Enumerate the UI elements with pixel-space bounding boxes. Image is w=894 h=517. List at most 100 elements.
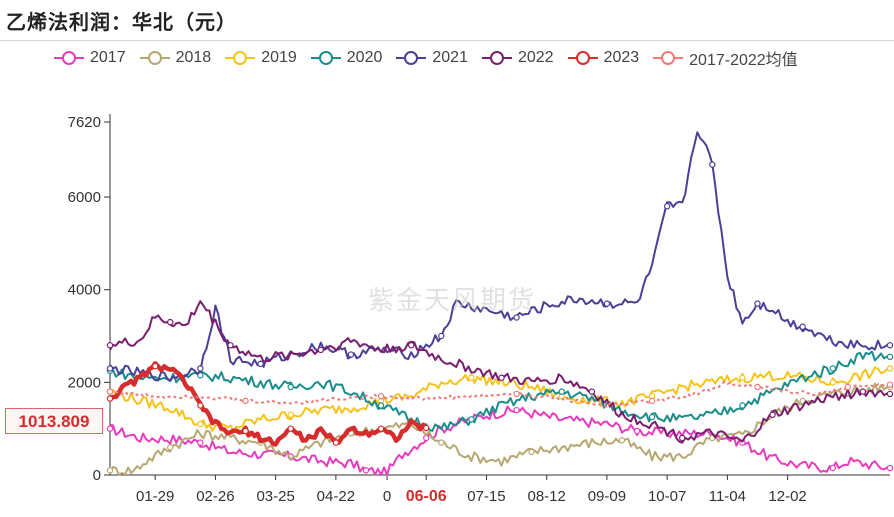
legend-item[interactable]: 2017-2022均值 <box>653 46 798 70</box>
series-point <box>257 360 264 368</box>
series-point <box>886 381 894 388</box>
series-point <box>106 467 114 474</box>
series-point <box>513 314 520 321</box>
series-point <box>197 365 204 372</box>
x-tick-label: 02-26 <box>196 488 234 505</box>
legend-label: 2017 <box>90 49 126 66</box>
series-point <box>886 353 894 361</box>
series-point <box>287 411 294 418</box>
series-point <box>859 388 867 395</box>
series-line <box>109 405 891 476</box>
legend-item[interactable]: 2022 <box>481 46 554 70</box>
legend: 2017 2018 2019 2020 2021 2022 2023 2017-2022均值 <box>54 46 812 70</box>
series-point <box>528 448 535 456</box>
legend-swatch <box>567 51 598 65</box>
series-point <box>558 388 565 395</box>
legend-label: 2021 <box>432 49 468 66</box>
x-tick-label: 12-02 <box>768 488 806 505</box>
legend-label: 2022 <box>517 49 554 66</box>
series-point <box>377 425 385 432</box>
legend-label: 2020 <box>346 49 383 66</box>
series-point <box>844 383 852 391</box>
series-point <box>754 383 761 391</box>
series-point <box>829 379 836 386</box>
y-tick-label: 7620 <box>68 114 101 131</box>
y-tick-label: 0 <box>93 467 101 484</box>
legend-label: 2019 <box>261 49 297 66</box>
legend-swatch <box>481 51 512 65</box>
series-point <box>106 395 114 402</box>
x-tick-label: 04-22 <box>317 488 355 505</box>
series-line <box>109 380 890 408</box>
legend-item[interactable]: 2020 <box>310 46 383 70</box>
legend-swatch <box>653 51 684 65</box>
series-point <box>377 393 385 400</box>
series-line <box>110 350 891 432</box>
series-point <box>106 425 114 432</box>
series-point <box>438 332 445 340</box>
x-tick-label: 06-06 <box>406 488 447 505</box>
series-point <box>242 427 249 435</box>
series-line <box>109 382 891 476</box>
series-point <box>106 365 114 372</box>
legend-swatch <box>310 51 341 65</box>
series-point <box>468 416 475 423</box>
x-tick-label: 08-12 <box>527 488 565 505</box>
y-tick-label: 6000 <box>68 189 101 206</box>
series-point <box>227 342 234 349</box>
series-point <box>347 351 355 358</box>
legend-label: 2017-2022均值 <box>689 52 798 69</box>
series-point <box>287 383 294 391</box>
series-point <box>648 397 656 405</box>
series-point <box>407 342 415 349</box>
chart-title: 乙烯法利润：华北（元） <box>6 10 237 34</box>
legend-swatch <box>54 51 84 65</box>
series-line <box>109 300 891 444</box>
series-point <box>468 374 475 381</box>
series-line <box>108 361 428 447</box>
watermark: 紫金天风期货 <box>368 286 537 316</box>
series-point <box>799 323 806 330</box>
series-point <box>151 362 159 370</box>
y-tick-label: 2000 <box>68 374 101 391</box>
series-point <box>423 424 430 432</box>
series-point <box>633 427 641 435</box>
series-point <box>513 390 520 398</box>
x-tick-label: 03-25 <box>256 488 294 505</box>
series-point <box>197 402 204 409</box>
series-point <box>197 439 204 446</box>
x-tick-label: 01-29 <box>136 488 174 505</box>
legend-item[interactable]: 2023 <box>567 46 640 70</box>
series-point <box>167 444 174 451</box>
x-tick-label: 0 <box>383 488 391 505</box>
legend-item[interactable]: 2017 <box>54 46 126 70</box>
legend-swatch <box>139 51 170 65</box>
series-point <box>438 439 445 446</box>
series-point <box>287 425 294 432</box>
series-point <box>769 411 776 418</box>
series-point <box>377 402 385 409</box>
legend-label: 2018 <box>175 49 212 66</box>
series-line <box>109 366 891 432</box>
series-point <box>106 342 114 349</box>
series-point <box>886 390 894 398</box>
series-point <box>709 161 716 168</box>
legend-label: 2023 <box>603 49 640 66</box>
series-point <box>197 372 204 379</box>
legend-item[interactable]: 2018 <box>139 46 212 70</box>
series-point <box>197 420 204 428</box>
legend-item[interactable]: 2021 <box>396 46 468 70</box>
series-point <box>362 467 370 474</box>
series-point <box>886 342 894 349</box>
current-value-label: 1013.809 <box>5 408 103 434</box>
series-point <box>603 300 611 307</box>
legend-swatch <box>396 51 427 65</box>
series-point <box>332 439 340 446</box>
series-point <box>498 374 505 381</box>
x-tick-label: 10-07 <box>648 488 686 505</box>
legend-item[interactable]: 2019 <box>225 46 297 70</box>
series-point <box>167 318 174 326</box>
series-point <box>886 365 894 372</box>
series-point <box>739 402 746 409</box>
